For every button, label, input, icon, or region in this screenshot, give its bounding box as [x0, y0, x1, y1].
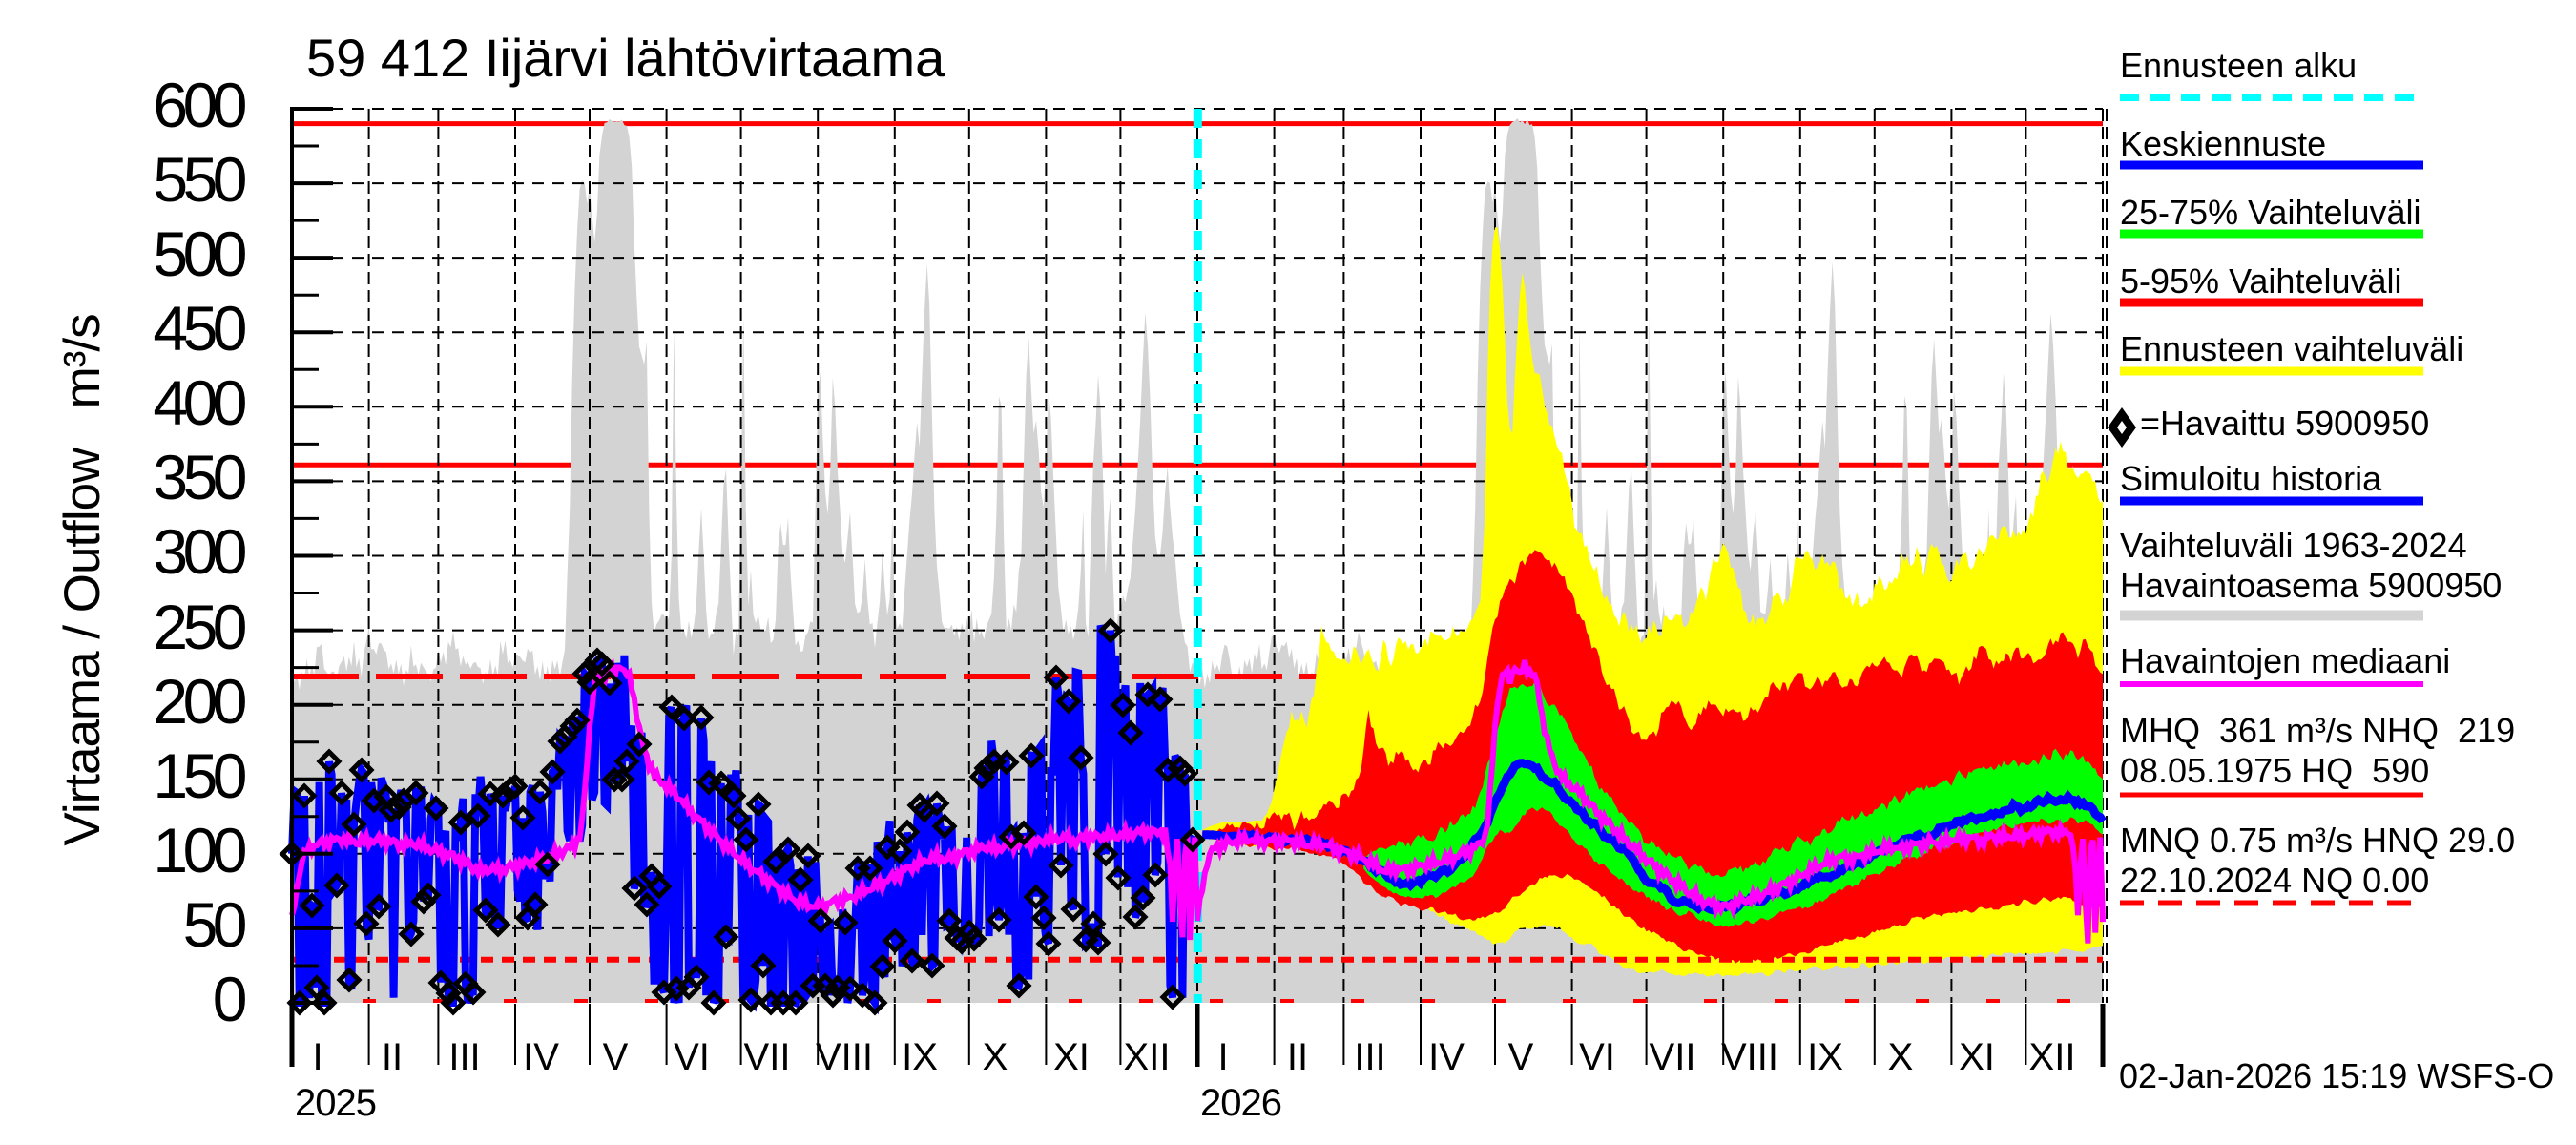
svg-text:VII: VII: [1650, 1036, 1696, 1078]
svg-text:08.05.1975 HQ 590: 08.05.1975 HQ 590: [2120, 751, 2429, 790]
svg-text:Virtaama / Outflow m³/s: Virtaama / Outflow m³/s: [54, 314, 111, 845]
svg-text:Keskiennuste: Keskiennuste: [2120, 124, 2326, 163]
svg-text:Ennusteen vaihteluväli: Ennusteen vaihteluväli: [2120, 329, 2463, 368]
svg-text:200: 200: [153, 666, 245, 737]
svg-text:22.10.2024 NQ 0.00: 22.10.2024 NQ 0.00: [2120, 861, 2429, 900]
svg-text:V: V: [603, 1036, 629, 1078]
svg-text:100: 100: [153, 815, 245, 885]
svg-text:XI: XI: [1053, 1036, 1090, 1078]
svg-text:VI: VI: [1579, 1036, 1615, 1078]
svg-text:5-95% Vaihteluväli: 5-95% Vaihteluväli: [2120, 261, 2402, 301]
svg-text:IX: IX: [1807, 1036, 1843, 1078]
svg-text:I: I: [312, 1036, 322, 1078]
svg-text:X: X: [983, 1036, 1008, 1078]
svg-text:0: 0: [213, 964, 246, 1034]
svg-text:X: X: [1888, 1036, 1914, 1078]
svg-text:300: 300: [153, 516, 245, 587]
svg-text:50: 50: [183, 889, 246, 960]
svg-text:2025: 2025: [295, 1082, 376, 1124]
svg-text:IV: IV: [523, 1036, 559, 1078]
svg-text:Havaintoasema 5900950: Havaintoasema 5900950: [2120, 566, 2502, 605]
svg-text:II: II: [1287, 1036, 1308, 1078]
svg-text:XII: XII: [1124, 1036, 1171, 1078]
svg-text:2026: 2026: [1200, 1082, 1281, 1124]
svg-text:450: 450: [153, 293, 245, 364]
svg-text:550: 550: [153, 144, 245, 215]
svg-text:59 412 Iijärvi lähtövirtaama: 59 412 Iijärvi lähtövirtaama: [306, 28, 945, 88]
svg-text:02-Jan-2026 15:19 WSFS-O: 02-Jan-2026 15:19 WSFS-O: [2119, 1056, 2554, 1095]
svg-text:II: II: [382, 1036, 403, 1078]
svg-text:VI: VI: [674, 1036, 710, 1078]
svg-text:150: 150: [153, 740, 245, 811]
svg-text:25-75% Vaihteluväli: 25-75% Vaihteluväli: [2120, 193, 2421, 232]
svg-text:III: III: [448, 1036, 480, 1078]
svg-text:=Havaittu 5900950: =Havaittu 5900950: [2140, 404, 2429, 443]
svg-text:MNQ 0.75 m³/s HNQ 29.0: MNQ 0.75 m³/s HNQ 29.0: [2120, 821, 2515, 860]
svg-text:Vaihteluväli 1963-2024: Vaihteluväli 1963-2024: [2120, 526, 2467, 565]
svg-text:III: III: [1354, 1036, 1385, 1078]
svg-text:Havaintojen mediaani: Havaintojen mediaani: [2120, 641, 2450, 680]
svg-text:600: 600: [153, 70, 245, 140]
svg-text:VIII: VIII: [1721, 1036, 1778, 1078]
svg-text:400: 400: [153, 367, 245, 438]
svg-text:I: I: [1217, 1036, 1228, 1078]
svg-text:VII: VII: [744, 1036, 791, 1078]
svg-text:IV: IV: [1428, 1036, 1465, 1078]
svg-text:Ennusteen alku: Ennusteen alku: [2120, 46, 2357, 85]
svg-text:350: 350: [153, 442, 245, 512]
svg-text:V: V: [1508, 1036, 1534, 1078]
svg-text:VIII: VIII: [816, 1036, 873, 1078]
svg-text:250: 250: [153, 592, 245, 662]
svg-text:500: 500: [153, 219, 245, 289]
svg-text:MHQ 361 m³/s NHQ 219: MHQ 361 m³/s NHQ 219: [2120, 711, 2515, 750]
svg-text:XII: XII: [2029, 1036, 2076, 1078]
svg-text:XI: XI: [1959, 1036, 1995, 1078]
svg-text:Simuloitu historia: Simuloitu historia: [2120, 459, 2382, 498]
svg-text:IX: IX: [902, 1036, 938, 1078]
